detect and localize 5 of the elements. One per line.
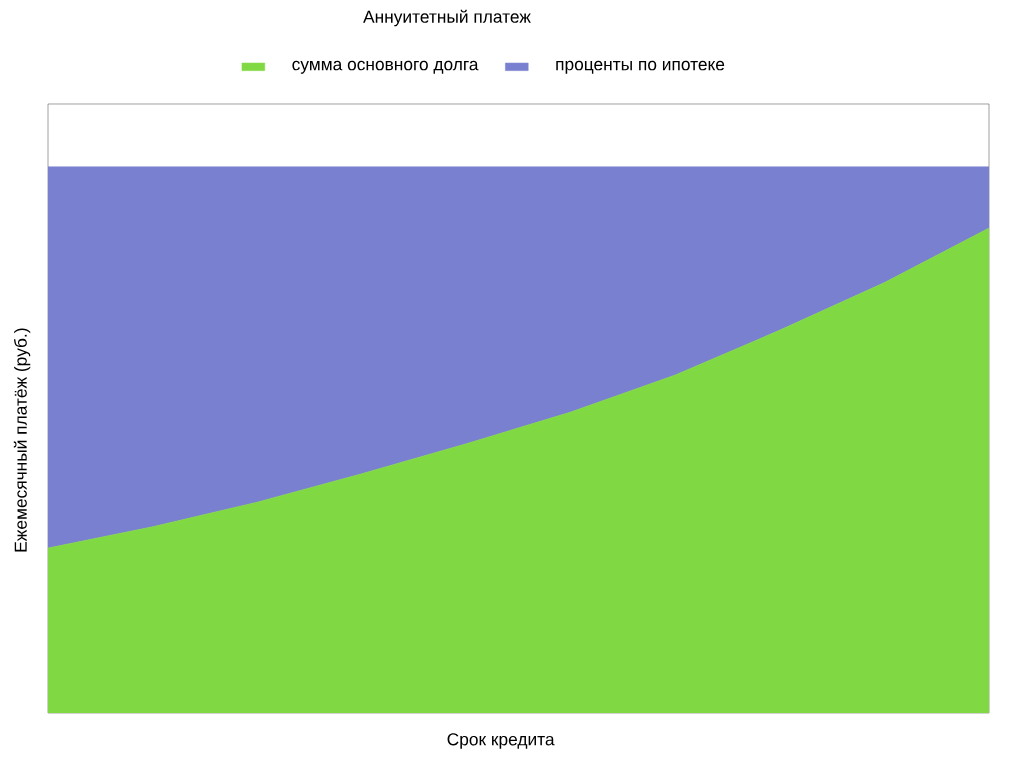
legend-label: сумма основного долга xyxy=(292,60,479,74)
chart-title: Аннуитетный платеж xyxy=(363,9,531,27)
y-axis-title: Ежемесячный платёж (руб.) xyxy=(13,328,31,552)
legend-label: проценты по ипотеке xyxy=(556,60,725,74)
x-axis-title: Срок кредита xyxy=(447,733,555,749)
